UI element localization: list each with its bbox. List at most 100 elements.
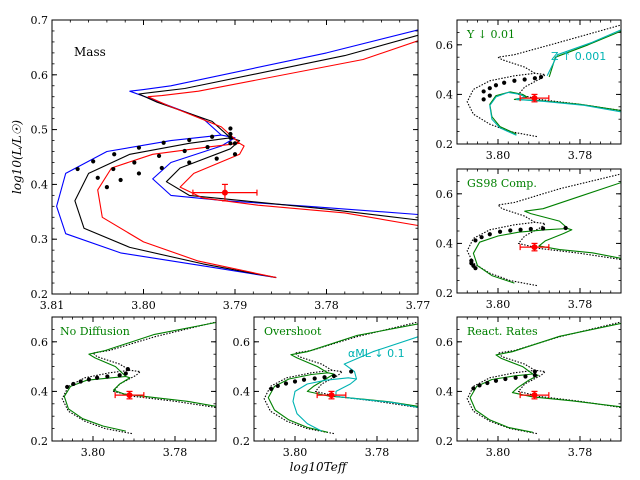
model-point	[485, 380, 490, 386]
model-point	[117, 373, 122, 378]
y-tick-label: 0.6	[436, 336, 454, 349]
y-tick-label: 0.2	[436, 435, 454, 448]
y-axis-label: log10(L/L☉)	[10, 120, 24, 194]
model-point	[487, 232, 492, 237]
panel-label: No Diffusion	[60, 325, 130, 338]
model-point	[349, 369, 354, 374]
y-tick-label: 0.6	[436, 188, 454, 201]
y-tick-label: 0.2	[31, 435, 49, 448]
series-line-react-rates-main	[469, 373, 621, 433]
model-point	[228, 126, 233, 131]
y-tick-label: 0.4	[436, 237, 454, 250]
series-line-nominal-upper	[138, 34, 418, 139]
model-point	[477, 383, 482, 388]
x-tick-label: 3.80	[131, 299, 156, 312]
series-line-z-0-001-main	[489, 91, 621, 136]
panel-label: React. Rates	[467, 325, 538, 338]
model-point	[518, 227, 523, 232]
model-point	[187, 137, 192, 143]
model-point	[132, 160, 137, 165]
model-point	[112, 152, 117, 157]
observation-point	[328, 392, 335, 399]
model-point	[312, 376, 317, 381]
model-point	[512, 78, 517, 83]
y-tick-label: 0.6	[436, 39, 454, 52]
x-tick-label: 3.80	[486, 298, 511, 311]
model-point	[292, 379, 298, 384]
plot-area	[263, 321, 418, 435]
plot-area	[56, 29, 418, 279]
model-point	[159, 165, 164, 171]
series-line-reference-main	[263, 369, 418, 435]
observation-point	[221, 189, 228, 196]
model-point	[95, 175, 100, 180]
y-tick-label: 0.4	[31, 178, 49, 191]
axes-frame	[51, 19, 419, 295]
x-tick-label: 3.77	[406, 299, 431, 312]
model-point	[232, 152, 238, 157]
y-tick-label: 0.4	[233, 385, 251, 398]
panel-label: Overshoot	[264, 325, 322, 338]
x-tick-label: 3.80	[486, 446, 511, 459]
x-tick-label: 3.80	[283, 446, 308, 459]
panel-label: GS98 Comp.	[467, 177, 537, 190]
y-tick-label: 0.2	[233, 435, 251, 448]
shared-x-axis-label: log10Teff	[290, 460, 349, 474]
model-point	[532, 76, 538, 81]
panel-label: Z ↑ 0.001	[551, 50, 606, 63]
model-point	[118, 177, 123, 183]
model-point	[136, 171, 142, 176]
model-point	[479, 235, 484, 240]
panel-helium: 0.2 0.4 0.6 3.80 3.78 Y ↓ 0.01 Z ↑ 0.001	[436, 19, 622, 162]
model-point	[65, 384, 70, 390]
y-tick-label: 0.6	[31, 336, 49, 349]
panel-title: Mass	[74, 45, 106, 59]
x-tick-label: 3.78	[314, 299, 339, 312]
model-point	[541, 226, 546, 231]
series-line-gs98-upper	[524, 182, 621, 229]
model-point	[487, 86, 492, 91]
plot-area	[61, 321, 216, 435]
model-point	[95, 375, 100, 380]
y-tick-label: 0.3	[31, 233, 49, 246]
model-point	[481, 97, 486, 102]
x-tick-label: 3.78	[568, 446, 593, 459]
y-tick-label: 0.6	[233, 336, 251, 349]
y-tick-label: 0.4	[436, 88, 454, 101]
model-point	[125, 366, 130, 372]
model-point	[86, 377, 91, 382]
model-point	[502, 80, 507, 85]
model-point	[487, 93, 492, 98]
series-line-y-0-01-main	[489, 91, 621, 135]
y-tick-label: 0.4	[436, 385, 454, 398]
model-point	[528, 226, 533, 232]
plot-area	[466, 24, 621, 138]
model-point	[481, 89, 486, 94]
series-line-lower-mass-upper	[147, 40, 418, 144]
observation-point	[531, 95, 538, 102]
panel-diffusion: 0.2 0.4 0.6 3.80 3.78 No Diffusion	[31, 316, 217, 459]
observation-point	[531, 244, 538, 251]
panel-label: αML ↓ 0.1	[348, 347, 405, 360]
model-point	[513, 375, 518, 380]
model-point	[532, 369, 538, 374]
x-tick-label: 3.78	[568, 149, 593, 162]
model-point	[532, 373, 538, 378]
model-point	[493, 83, 499, 88]
model-point	[187, 160, 192, 165]
series-line-reference-main	[466, 72, 621, 138]
x-tick-label: 3.80	[81, 446, 106, 459]
model-point	[104, 185, 109, 190]
y-tick-label: 0.2	[436, 287, 454, 300]
model-point	[269, 386, 274, 392]
series-line-no-diffusion-upper	[88, 321, 216, 377]
panel-reaction: 0.2 0.4 0.6 3.80 3.78 React. Rates	[436, 316, 622, 459]
observation-point	[531, 392, 538, 399]
model-point	[136, 145, 142, 150]
y-tick-label: 0.4	[31, 385, 49, 398]
model-point	[503, 376, 508, 382]
x-tick-label: 3.78	[568, 298, 593, 311]
model-point	[214, 156, 219, 161]
model-point	[123, 371, 128, 376]
series-line-reference-main	[61, 369, 216, 435]
